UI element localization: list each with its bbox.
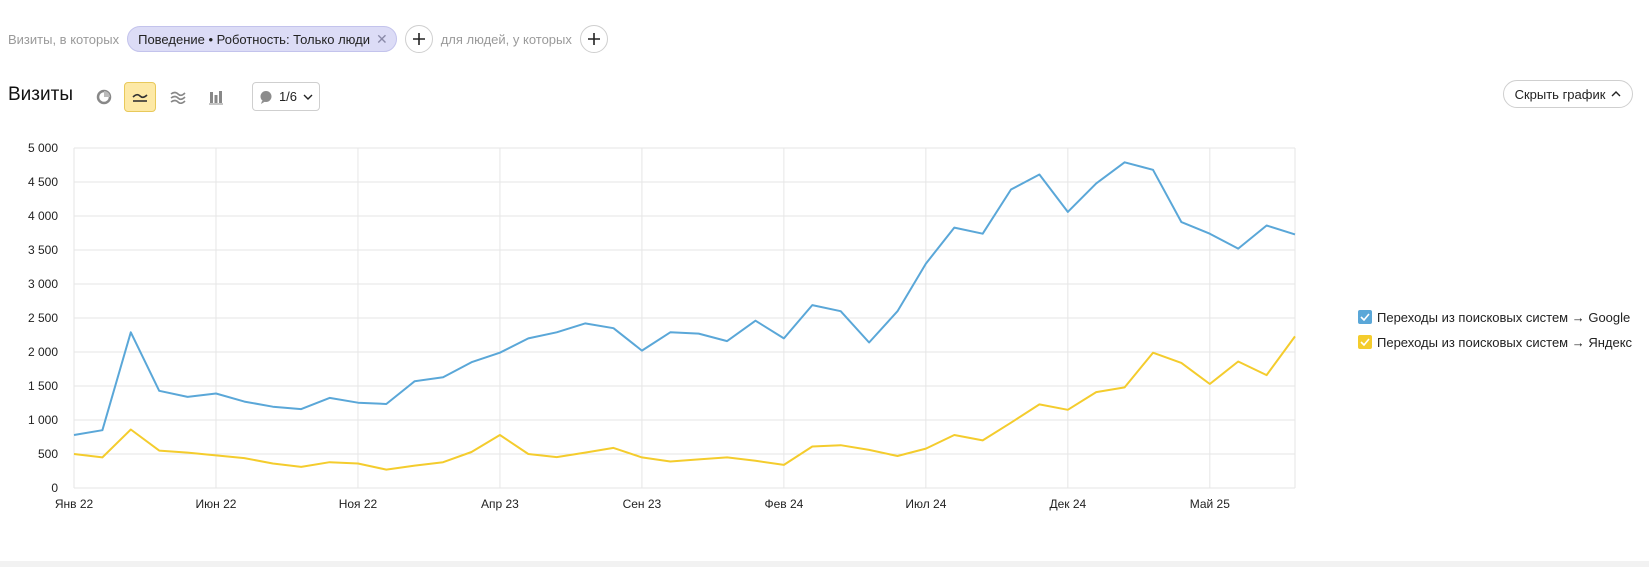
y-tick-label: 1 000	[28, 413, 58, 427]
add-visit-filter-button[interactable]	[404, 25, 433, 53]
y-tick-label: 5 000	[28, 141, 58, 155]
y-tick-label: 500	[38, 447, 58, 461]
y-tick-label: 3 500	[28, 243, 58, 257]
x-tick-label: Май 25	[1190, 497, 1231, 511]
chart-legend: Переходы из поисковых систем → Google Пе…	[1358, 309, 1632, 359]
legend-item-yandex[interactable]: Переходы из поисковых систем → Яндекс	[1358, 334, 1632, 350]
y-tick-label: 1 500	[28, 379, 58, 393]
bottom-divider	[0, 561, 1649, 567]
y-tick-label: 2 000	[28, 345, 58, 359]
x-tick-label: Фев 24	[764, 497, 803, 511]
chevron-down-icon	[303, 94, 313, 100]
line-chart-icon	[132, 93, 148, 102]
filter-chip[interactable]: Поведение • Роботность: Только люди ✕	[127, 26, 397, 52]
page-title: Визиты	[8, 84, 73, 105]
chevron-up-icon	[1611, 91, 1621, 97]
series-line-yandex	[73, 335, 1296, 471]
column-chart-icon	[209, 91, 223, 105]
plus-icon	[587, 33, 600, 45]
y-tick-label: 0	[51, 481, 58, 495]
pie-chart-icon	[96, 89, 112, 105]
x-tick-label: Дек 24	[1049, 497, 1086, 511]
series-line-google	[73, 161, 1296, 436]
checkbox-checked-icon[interactable]	[1358, 310, 1372, 324]
y-tick-label: 4 000	[28, 209, 58, 223]
stacked-area-icon	[170, 91, 186, 104]
people-filter-label: для людей, у которых	[440, 31, 572, 47]
y-tick-label: 3 000	[28, 277, 58, 291]
line-chart-button[interactable]	[124, 82, 156, 112]
bar-chart-button[interactable]	[200, 82, 232, 112]
x-tick-label: Апр 23	[481, 497, 519, 511]
legend-label-yandex: Переходы из поисковых систем → Яндекс	[1377, 334, 1633, 350]
filter-row: Визиты, в которых Поведение • Роботность…	[8, 25, 616, 53]
x-tick-label: Сен 23	[623, 497, 662, 511]
x-tick-label: Июн 22	[196, 497, 237, 511]
close-icon[interactable]: ✕	[375, 31, 388, 47]
add-people-filter-button[interactable]	[579, 25, 608, 53]
x-tick-label: Янв 22	[55, 497, 94, 511]
comment-icon	[260, 90, 272, 104]
notes-dropdown[interactable]: 1/6	[252, 82, 320, 111]
x-tick-label: Июл 24	[905, 497, 946, 511]
hide-chart-label: Скрыть график	[1514, 86, 1606, 102]
legend-label-google: Переходы из поисковых систем → Google	[1377, 309, 1631, 325]
area-chart-button[interactable]	[162, 82, 194, 112]
filter-chip-label: Поведение • Роботность: Только люди	[138, 31, 370, 47]
notes-count: 1/6	[278, 89, 298, 104]
y-tick-label: 2 500	[28, 311, 58, 325]
y-tick-label: 4 500	[28, 175, 58, 189]
legend-item-google[interactable]: Переходы из поисковых систем → Google	[1358, 309, 1632, 325]
checkbox-checked-icon[interactable]	[1358, 335, 1372, 349]
filter-prefix: Визиты, в которых	[8, 31, 120, 47]
x-tick-label: Ноя 22	[339, 497, 378, 511]
plus-icon	[412, 33, 425, 45]
visits-line-chart: 0 500 1 000 1 500 2 000 2 500 3 000 3 500 4 000 4…	[28, 141, 1296, 511]
hide-chart-button[interactable]: Скрыть график	[1503, 80, 1633, 108]
pie-chart-button[interactable]	[88, 82, 120, 112]
